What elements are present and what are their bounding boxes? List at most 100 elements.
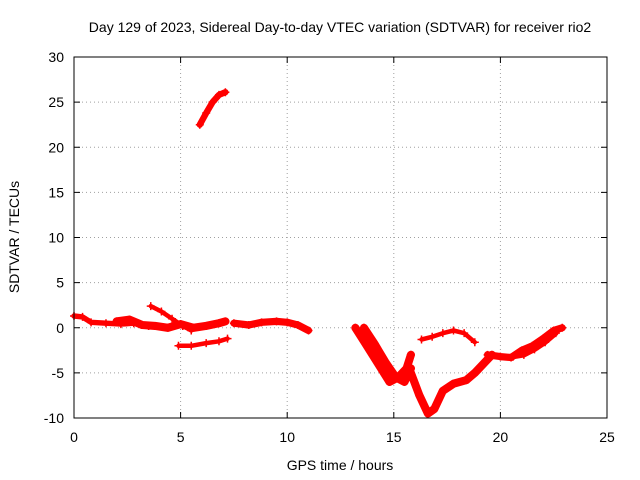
data-point: [430, 404, 439, 413]
series-band: [351, 323, 415, 386]
data-point: [462, 376, 471, 385]
series-band: [176, 336, 230, 349]
x-tick-label: 0: [70, 429, 78, 445]
data-point: [163, 323, 172, 332]
series-satellite-track-12: [509, 329, 560, 361]
x-axis-tick-labels: 0 5 10 15 20 25: [70, 429, 615, 445]
x-axis-label: GPS time / hours: [287, 457, 394, 473]
data-point: [272, 317, 281, 326]
data-series: [70, 88, 567, 418]
data-point: [174, 341, 183, 350]
data-point: [406, 350, 415, 359]
chart-title: Day 129 of 2023, Sidereal Day-to-day VTE…: [89, 19, 592, 35]
plot-frame: [73, 56, 608, 419]
data-point: [483, 350, 492, 359]
axis-ticks: [73, 56, 608, 419]
data-point: [187, 326, 196, 335]
x-tick-label: 25: [599, 429, 615, 445]
series-band: [196, 89, 229, 128]
data-point: [423, 409, 432, 418]
data-point: [530, 345, 539, 354]
y-axis-tick-labels: -10 -5 0 5 10 15 20 25 30: [44, 49, 64, 426]
data-point: [151, 321, 160, 330]
y-tick-label: 25: [48, 94, 64, 110]
data-point: [400, 377, 409, 386]
data-point: [168, 314, 177, 323]
y-tick-label: 10: [48, 230, 64, 246]
data-point: [157, 307, 166, 316]
data-point: [244, 321, 253, 330]
x-tick-label: 15: [386, 429, 402, 445]
data-point: [78, 312, 87, 321]
series-band: [112, 315, 230, 332]
data-point: [449, 326, 458, 335]
data-point: [138, 321, 147, 330]
data-point: [460, 329, 469, 338]
data-point: [214, 319, 223, 328]
data-point: [187, 341, 196, 350]
y-tick-label: 0: [56, 320, 64, 336]
x-tick-label: 10: [279, 429, 295, 445]
data-point: [509, 352, 518, 361]
y-axis-label: SDTVAR / TECUs: [6, 181, 22, 293]
data-point: [417, 335, 426, 344]
data-point: [208, 98, 217, 107]
data-point: [257, 318, 266, 327]
data-point: [438, 329, 447, 338]
data-point: [406, 368, 415, 377]
data-point: [304, 326, 313, 335]
x-tick-label: 5: [177, 429, 185, 445]
data-point: [519, 350, 528, 359]
data-point: [470, 338, 479, 347]
data-point: [541, 338, 550, 347]
data-point: [385, 377, 394, 386]
data-point: [551, 329, 560, 338]
data-point: [283, 318, 292, 327]
data-point: [391, 373, 400, 382]
y-tick-label: -5: [52, 365, 65, 381]
data-point: [214, 90, 223, 99]
series-satellite-track-6: [229, 317, 313, 335]
series-satellite-track-4: [174, 334, 232, 350]
data-point: [370, 339, 379, 348]
data-point: [221, 317, 230, 326]
data-point: [428, 332, 437, 341]
data-point: [351, 323, 360, 332]
series-satellite-track-10: [417, 326, 479, 347]
data-point: [377, 364, 386, 373]
data-point: [470, 368, 479, 377]
y-tick-label: -10: [44, 410, 64, 426]
data-point: [87, 318, 96, 327]
data-point: [368, 350, 377, 359]
data-point: [415, 391, 424, 400]
series-satellite-track-3: [146, 302, 196, 335]
data-point: [214, 337, 223, 346]
series-satellite-track-5: [195, 88, 230, 129]
data-point: [178, 321, 187, 330]
x-tick-label: 20: [493, 429, 509, 445]
data-point: [359, 323, 368, 332]
grid-lines: [74, 57, 607, 418]
series-satellite-track-9: [406, 350, 496, 418]
data-point: [229, 319, 238, 328]
data-point: [359, 337, 368, 346]
series-band: [359, 323, 415, 386]
data-point: [558, 323, 567, 332]
data-point: [146, 302, 155, 311]
data-point: [223, 334, 232, 343]
data-point: [202, 339, 211, 348]
data-point: [221, 88, 230, 97]
data-point: [438, 386, 447, 395]
data-point: [449, 379, 458, 388]
y-tick-label: 15: [48, 184, 64, 200]
data-point: [381, 358, 390, 367]
data-point: [479, 359, 488, 368]
y-tick-label: 5: [56, 275, 64, 291]
series-band: [406, 350, 496, 418]
data-point: [101, 319, 110, 328]
y-tick-label: 20: [48, 139, 64, 155]
data-point: [202, 321, 211, 330]
series-satellite-track-8: [359, 323, 415, 386]
data-point: [112, 317, 121, 326]
